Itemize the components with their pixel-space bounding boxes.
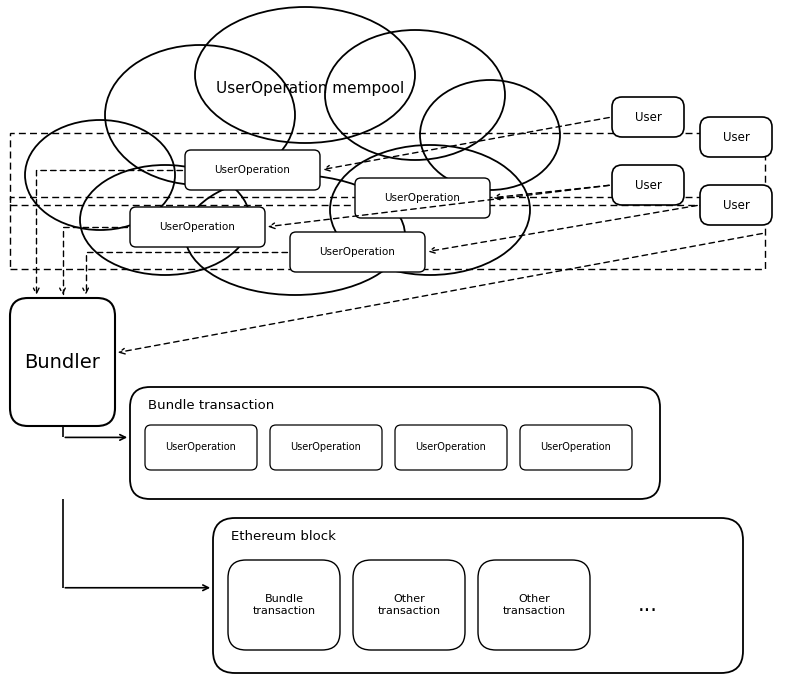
Text: Bundler: Bundler [25, 352, 101, 372]
Ellipse shape [25, 120, 175, 230]
Bar [10, 197, 765, 269]
Text: UserOperation: UserOperation [319, 247, 395, 257]
Text: UserOperation mempool: UserOperation mempool [216, 80, 404, 95]
FancyBboxPatch shape [395, 425, 507, 470]
Text: UserOperation: UserOperation [159, 222, 235, 232]
Text: Bundle
transaction: Bundle transaction [253, 594, 315, 616]
FancyBboxPatch shape [270, 425, 382, 470]
FancyBboxPatch shape [213, 518, 743, 673]
Text: User: User [634, 178, 662, 191]
Ellipse shape [420, 80, 560, 190]
Text: User: User [722, 198, 750, 211]
FancyBboxPatch shape [353, 560, 465, 650]
Ellipse shape [325, 30, 505, 160]
Bar [10, 133, 765, 205]
FancyBboxPatch shape [612, 165, 684, 205]
Text: User: User [722, 131, 750, 144]
FancyBboxPatch shape [145, 425, 257, 470]
FancyBboxPatch shape [290, 232, 425, 272]
Text: UserOperation: UserOperation [541, 442, 611, 453]
FancyBboxPatch shape [10, 298, 115, 426]
Text: Other
transaction: Other transaction [502, 594, 566, 616]
FancyBboxPatch shape [612, 97, 684, 137]
FancyBboxPatch shape [355, 178, 490, 218]
Text: UserOperation: UserOperation [166, 442, 237, 453]
FancyBboxPatch shape [700, 185, 772, 225]
Text: Other
transaction: Other transaction [378, 594, 441, 616]
Text: ...: ... [638, 595, 658, 615]
Ellipse shape [80, 165, 250, 275]
FancyBboxPatch shape [130, 387, 660, 499]
FancyBboxPatch shape [478, 560, 590, 650]
Text: User: User [634, 111, 662, 124]
Ellipse shape [330, 145, 530, 275]
FancyBboxPatch shape [520, 425, 632, 470]
Text: UserOperation: UserOperation [385, 193, 461, 203]
Text: UserOperation: UserOperation [415, 442, 486, 453]
FancyBboxPatch shape [700, 117, 772, 157]
Ellipse shape [105, 45, 295, 185]
FancyBboxPatch shape [228, 560, 340, 650]
Text: UserOperation: UserOperation [290, 442, 362, 453]
Text: Bundle transaction: Bundle transaction [148, 399, 274, 412]
Text: Ethereum block: Ethereum block [231, 530, 336, 543]
Ellipse shape [195, 7, 415, 143]
FancyBboxPatch shape [185, 150, 320, 190]
Text: UserOperation: UserOperation [214, 165, 290, 175]
FancyBboxPatch shape [130, 207, 265, 247]
Ellipse shape [185, 175, 405, 295]
